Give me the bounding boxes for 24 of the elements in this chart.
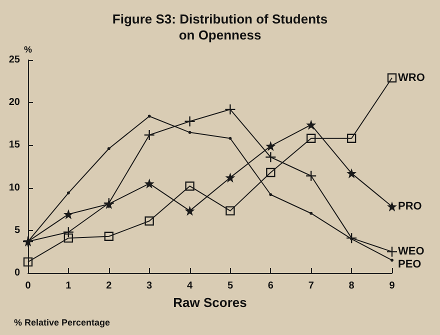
- y-tick-label: 25: [8, 54, 20, 66]
- chart-title: Figure S3: Distribution of Students on Openness: [112, 12, 328, 42]
- x-axis-title: Raw Scores: [173, 294, 247, 310]
- text: % Relative Percentage: [14, 318, 110, 328]
- x-tick-label: 0: [25, 280, 32, 292]
- x-tick-label: 8: [348, 280, 355, 292]
- x-tick-label: 7: [308, 280, 314, 292]
- x-tick-label: 3: [146, 280, 153, 292]
- x-tick-label: 1: [66, 280, 72, 292]
- series-label: PRO: [398, 200, 422, 213]
- x-tick-label: 2: [106, 280, 112, 292]
- y-tick-label: 20: [8, 97, 20, 108]
- y-tick-label: 15: [8, 140, 20, 151]
- x-tick-label: 4: [186, 280, 193, 292]
- series-label: WEO: [398, 246, 425, 258]
- y-axis-title: %: [24, 44, 32, 54]
- series-label: WRO: [398, 72, 426, 84]
- y-tick-label: 0: [14, 268, 20, 278]
- y-tick-label: 5: [14, 224, 20, 236]
- x-tick-label: 6: [268, 280, 274, 292]
- series-label: PEO: [398, 258, 422, 271]
- x-tick-label: 9: [389, 280, 396, 292]
- x-tick-label: 5: [227, 280, 234, 292]
- y-tick-label: 10: [8, 182, 20, 194]
